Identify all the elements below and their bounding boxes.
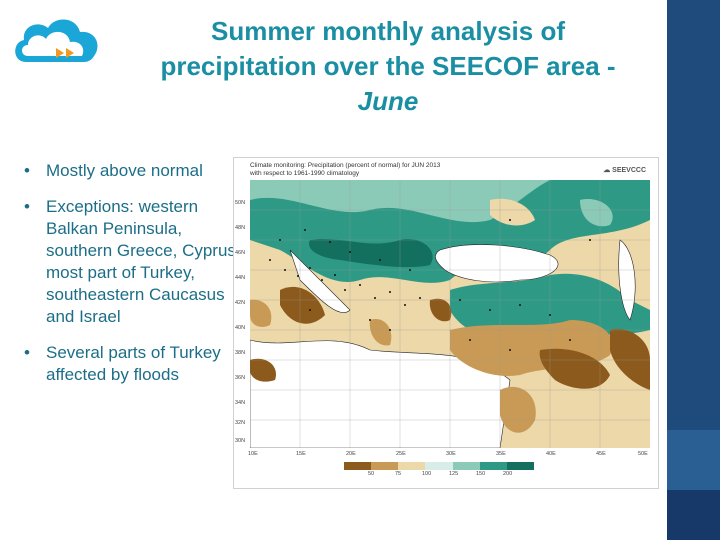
lat-label: 42N <box>235 300 246 306</box>
scale-label: 75 <box>395 471 402 477</box>
lon-label: 20E <box>346 451 356 457</box>
sidebar-band <box>667 430 720 490</box>
lat-label: 36N <box>235 375 246 381</box>
scale-swatch <box>425 462 453 470</box>
bullet-marker: • <box>24 161 30 180</box>
scale-swatch <box>371 462 399 470</box>
scale-swatch <box>452 462 480 470</box>
sidebar-bottom <box>667 490 720 540</box>
lon-label: 50E <box>638 451 648 457</box>
decorative-sidebar <box>667 0 720 540</box>
lat-label: 38N <box>235 350 246 356</box>
scale-label: 50 <box>368 471 375 477</box>
lat-label: 50N <box>235 200 246 206</box>
cloud-logo-icon <box>15 19 98 63</box>
bullet-text: Mostly above normal <box>46 161 203 180</box>
scale-swatch <box>506 462 534 470</box>
map-title-line-2: with respect to 1961-1990 climatology <box>250 170 360 177</box>
lon-label: 25E <box>396 451 406 457</box>
lat-label: 32N <box>235 420 246 426</box>
scale-label: 150 <box>476 471 486 477</box>
lat-label: 30N <box>235 438 246 444</box>
lat-label: 40N <box>235 325 246 331</box>
title-line-1: Summer monthly analysis of <box>211 16 565 46</box>
scale-swatch <box>344 462 372 470</box>
bullet-text: Exceptions: western Balkan Peninsula, so… <box>46 197 241 326</box>
lat-label: 46N <box>235 250 246 256</box>
map-title-line-1: Climate monitoring: Precipitation (perce… <box>250 162 441 169</box>
scale-label: 100 <box>422 471 432 477</box>
map-brand-logo: ☁ SEEVCCC <box>603 167 646 174</box>
bullet-marker: • <box>24 343 30 362</box>
lat-label: 48N <box>235 225 246 231</box>
precipitation-map: Climate monitoring: Precipitation (perce… <box>233 157 659 489</box>
map-image <box>250 180 650 448</box>
title-line-2: precipitation over the SEECOF area - <box>160 51 616 81</box>
map-title: Climate monitoring: Precipitation (perce… <box>250 162 550 178</box>
bullet-marker: • <box>24 197 30 216</box>
lon-label: 40E <box>546 451 556 457</box>
scale-swatch <box>398 462 426 470</box>
scale-label: 125 <box>449 471 459 477</box>
lon-label: 35E <box>496 451 506 457</box>
lat-label: 34N <box>235 400 246 406</box>
bullet-list: • Mostly above normal • Exceptions: west… <box>20 160 242 400</box>
scale-label: 200 <box>503 471 513 477</box>
bullet-text: Several parts of Turkey affected by floo… <box>46 343 221 384</box>
bullet-item: • Exceptions: western Balkan Peninsula, … <box>20 196 242 328</box>
lon-label: 15E <box>296 451 306 457</box>
bullet-item: • Several parts of Turkey affected by fl… <box>20 342 242 386</box>
color-scale-bar <box>344 462 534 470</box>
scale-swatch <box>479 462 507 470</box>
bullet-item: • Mostly above normal <box>20 160 242 182</box>
slide-title: Summer monthly analysis of precipitation… <box>108 14 668 119</box>
title-line-3: June <box>357 86 419 116</box>
map-brand-text: SEEVCCC <box>612 167 646 174</box>
lon-label: 30E <box>446 451 456 457</box>
lat-label: 44N <box>235 275 246 281</box>
lon-label: 45E <box>596 451 606 457</box>
lon-label: 10E <box>248 451 258 457</box>
